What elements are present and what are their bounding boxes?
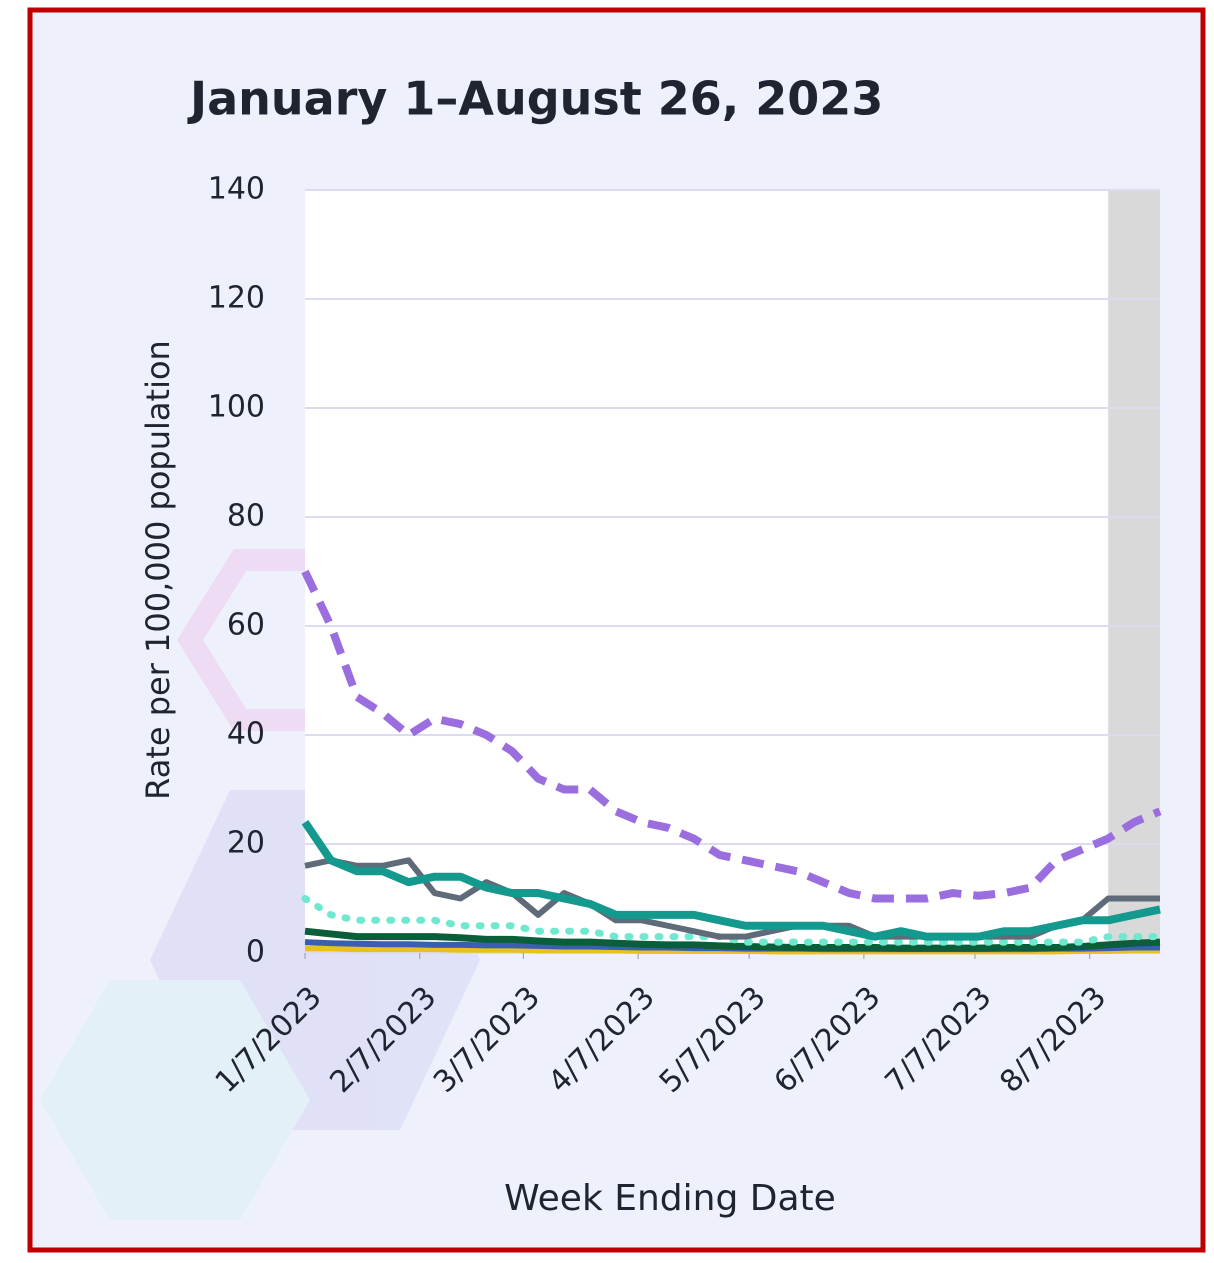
chart-title: January 1–August 26, 2023	[187, 72, 883, 126]
x-axis-label: Week Ending Date	[504, 1178, 836, 1219]
data-line	[304, 857, 1160, 940]
plot-area	[305, 190, 1160, 953]
y-tick-label: 80	[227, 499, 265, 534]
y-tick-label: 60	[227, 608, 265, 643]
data-line	[301, 569, 1162, 903]
data-line	[304, 927, 1161, 952]
y-tick-label: 0	[246, 935, 265, 970]
shaded-region	[1108, 190, 1160, 953]
y-axis-label: Rate per 100,000 population	[139, 340, 177, 800]
y-tick-label: 140	[208, 172, 265, 207]
data-line	[301, 819, 1161, 941]
y-tick-label: 40	[227, 717, 265, 752]
y-tick-label: 120	[208, 281, 265, 316]
y-tick-label: 100	[208, 390, 265, 425]
y-tick-label: 20	[227, 826, 265, 861]
